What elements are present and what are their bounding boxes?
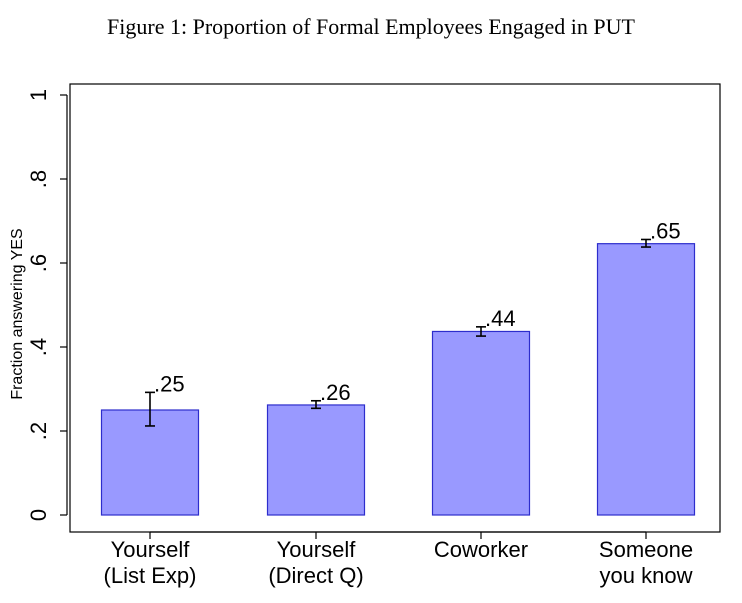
y-tick-label: .6 [26, 254, 51, 272]
y-tick-label: 0 [26, 509, 51, 521]
x-tick-label: Someone you know [599, 537, 693, 588]
bar-value-label: .26 [320, 380, 351, 405]
y-tick-label: .2 [26, 422, 51, 440]
y-axis-label: Fraction answering YES [9, 228, 26, 399]
y-tick-label: .8 [26, 170, 51, 188]
x-tick-label: Yourself (Direct Q) [268, 537, 363, 588]
y-tick-label: 1 [26, 89, 51, 101]
bar [596, 243, 696, 516]
bar [266, 404, 366, 516]
figure-caption: Figure 1: Proportion of Formal Employees… [107, 14, 635, 39]
x-axis: Yourself (List Exp) Yourself (Direct Q) Cowo… [104, 531, 693, 588]
bar [431, 330, 531, 516]
y-tick-label: .4 [26, 338, 51, 356]
bar-value-label: .44 [485, 306, 516, 331]
y-axis: 0 .2 .4 .6 .8 1 [26, 89, 68, 521]
x-tick-label: Yourself (List Exp) [104, 537, 197, 588]
bars: .25 .26 .44 .65 [100, 218, 696, 516]
bar-value-label: .25 [154, 371, 185, 396]
x-tick-label: Coworker [434, 537, 528, 562]
bar-value-label: .65 [650, 218, 681, 243]
